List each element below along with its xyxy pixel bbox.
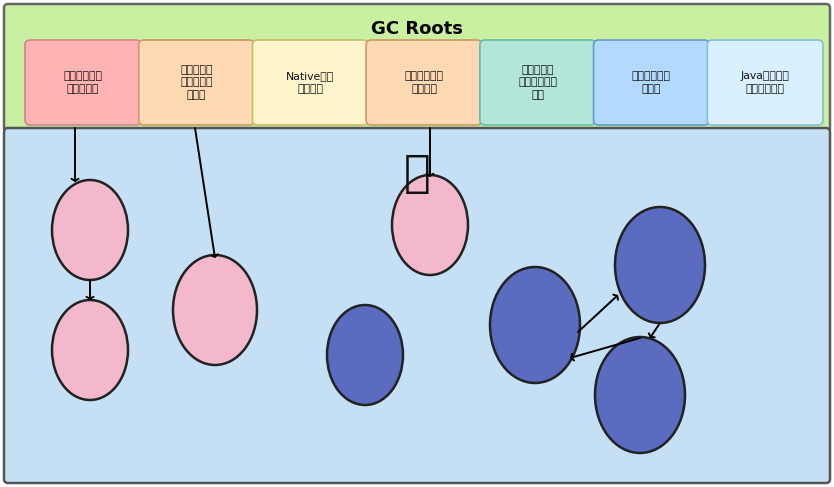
FancyBboxPatch shape	[707, 40, 823, 125]
Ellipse shape	[490, 267, 580, 383]
Text: 方法区中常量
引用对象: 方法区中常量 引用对象	[404, 71, 444, 94]
FancyBboxPatch shape	[366, 40, 482, 125]
FancyBboxPatch shape	[480, 40, 595, 125]
Ellipse shape	[327, 305, 403, 405]
Ellipse shape	[595, 337, 685, 453]
Text: 堆: 堆	[404, 152, 430, 195]
FancyBboxPatch shape	[4, 4, 830, 132]
FancyBboxPatch shape	[253, 40, 368, 125]
Text: Java虚拟机内
部回调缓存等: Java虚拟机内 部回调缓存等	[741, 71, 790, 94]
Text: 被同步锁持有
的对象: 被同步锁持有 的对象	[632, 71, 671, 94]
Ellipse shape	[615, 207, 705, 323]
Ellipse shape	[52, 180, 128, 280]
Ellipse shape	[52, 300, 128, 400]
Text: 虚拟机内部
基本数据类型
引用: 虚拟机内部 基本数据类型 引用	[518, 65, 557, 100]
FancyBboxPatch shape	[138, 40, 254, 125]
Ellipse shape	[392, 175, 468, 275]
Text: GC Roots: GC Roots	[371, 20, 463, 38]
Ellipse shape	[173, 255, 257, 365]
Text: Native方法
引用对象: Native方法 引用对象	[286, 71, 334, 94]
Text: 栈帧中的本地
变量表引用: 栈帧中的本地 变量表引用	[63, 71, 103, 94]
FancyBboxPatch shape	[594, 40, 709, 125]
FancyBboxPatch shape	[25, 40, 141, 125]
Text: 方法区中类
静态属性引
用对象: 方法区中类 静态属性引 用对象	[180, 65, 213, 100]
FancyBboxPatch shape	[4, 128, 830, 483]
